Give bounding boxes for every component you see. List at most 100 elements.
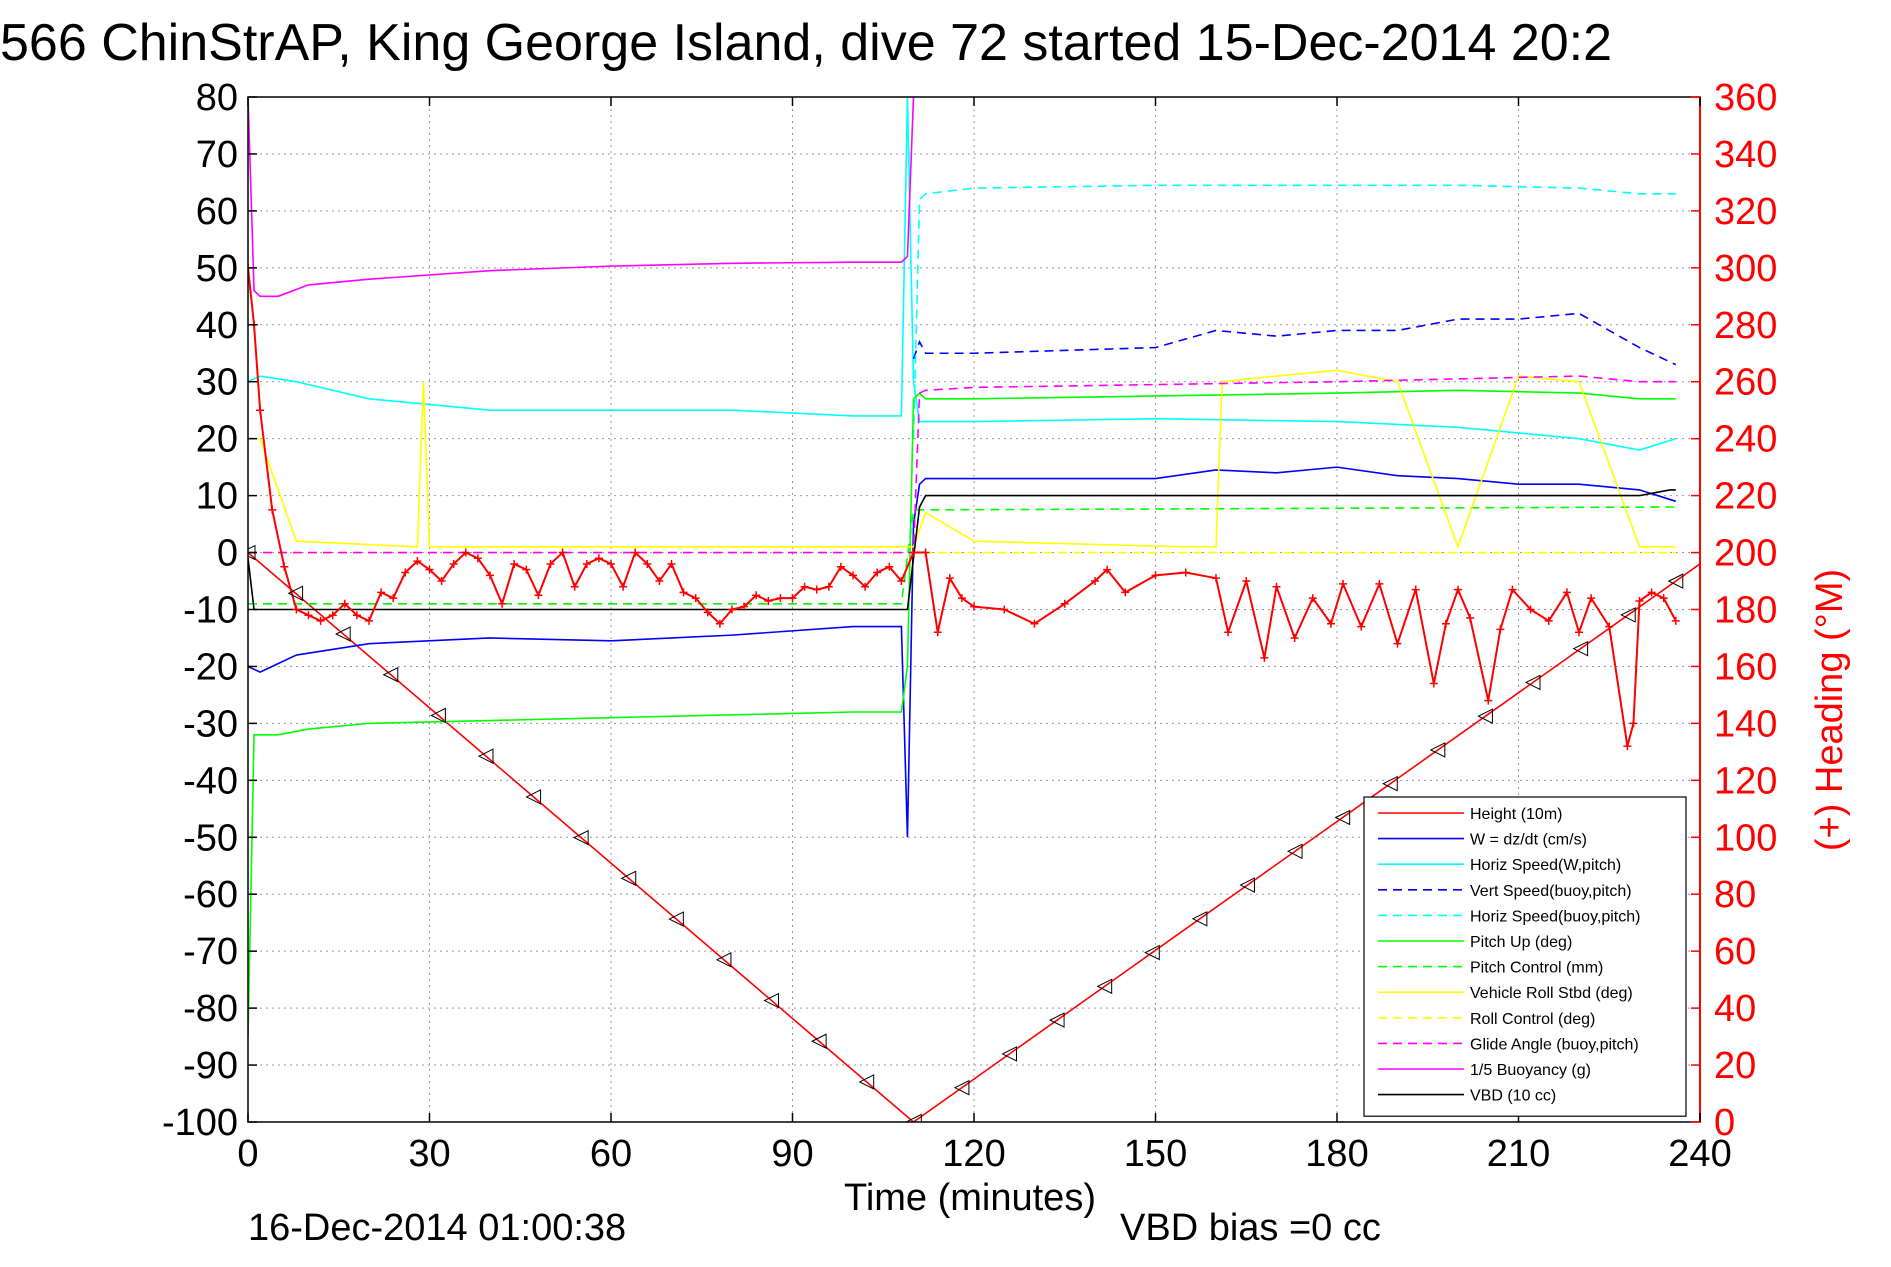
y-left-tick-label: -40 <box>183 760 238 802</box>
y-right-tick-label: 60 <box>1714 931 1756 973</box>
y-left-tick-label: 60 <box>196 191 238 233</box>
legend-label: VBD (10 cc) <box>1470 1088 1556 1105</box>
height-sample-marker <box>1096 978 1113 995</box>
x-tick-label: 210 <box>1487 1133 1550 1175</box>
height-sample-marker <box>1286 843 1303 860</box>
y-right-tick-label: 40 <box>1714 988 1756 1030</box>
series-height-10m <box>248 551 1700 1122</box>
series-vbd-10-cc <box>248 489 1676 611</box>
right-axis-label: (+) Heading (°M) <box>1809 569 1851 851</box>
height-sample-marker <box>382 666 399 683</box>
y-right-tick-label: 120 <box>1714 760 1777 802</box>
y-right-tick-label: 180 <box>1714 590 1777 632</box>
height-sample-marker <box>1477 708 1493 725</box>
legend-label: Vert Speed(buoy,pitch) <box>1470 883 1632 900</box>
x-tick-label: 150 <box>1124 1133 1187 1175</box>
series-vert-speed-buoy-pitch <box>912 312 1677 366</box>
height-sample-marker <box>763 992 780 1009</box>
height-sample-marker <box>715 951 732 968</box>
y-right-tick-label: 260 <box>1714 362 1777 404</box>
height-sample-marker <box>1667 573 1684 589</box>
y-left-tick-label: 20 <box>196 419 238 461</box>
y-right-tick-label: 220 <box>1714 476 1777 518</box>
height-sample-marker <box>525 789 542 805</box>
y-left-tick-label: -100 <box>162 1102 238 1144</box>
chart-title: 566 ChinStrAP, King George Island, dive … <box>0 14 1612 72</box>
legend-label: Pitch Up (deg) <box>1470 934 1572 951</box>
height-sample-markers <box>248 544 1684 1122</box>
y-right-tick-label: 200 <box>1714 533 1777 575</box>
y-left-tick-label: -10 <box>183 590 238 632</box>
height-sample-marker <box>477 748 494 764</box>
y-left-tick-label: -20 <box>183 646 238 688</box>
height-sample-marker <box>573 829 589 846</box>
height-sample-marker <box>1144 944 1160 961</box>
series-horiz-speed-w-pitch <box>248 97 1677 451</box>
axes: 0 30 60 90 120 150 180 210 24080706050403020100-… <box>162 77 1777 1175</box>
y-left-tick-label: 10 <box>196 476 238 518</box>
legend-label: Horiz Speed(buoy,pitch) <box>1470 908 1640 925</box>
x-tick-label: 180 <box>1305 1133 1368 1175</box>
height-sample-marker <box>1429 742 1446 758</box>
y-right-tick-label: 0 <box>1714 1102 1735 1144</box>
series-pitch-control-mm <box>248 506 1676 605</box>
y-left-tick-label: -90 <box>183 1045 238 1087</box>
y-right-tick-label: 360 <box>1714 77 1777 119</box>
y-left-tick-label: 80 <box>196 77 238 119</box>
legend-label: Height (10m) <box>1470 806 1562 823</box>
y-right-tick-label: 80 <box>1714 874 1756 916</box>
series-vehicle-roll-stbd-deg <box>248 369 1676 550</box>
y-left-tick-label: -70 <box>183 931 238 973</box>
height-sample-marker <box>811 1033 827 1050</box>
height-sample-marker <box>858 1074 875 1090</box>
legend: Height (10m) W = dz/dt (cm/s) Horiz Speed(… <box>1363 796 1687 1117</box>
y-right-tick-label: 140 <box>1714 703 1777 745</box>
y-right-tick-label: 160 <box>1714 646 1777 688</box>
height-sample-marker <box>1620 607 1636 623</box>
y-left-tick-label: 50 <box>196 248 238 290</box>
legend-label: Roll Control (deg) <box>1470 1011 1595 1028</box>
height-sample-marker <box>953 1079 970 1096</box>
footer-timestamp: 16-Dec-2014 01:00:38 <box>248 1207 626 1249</box>
height-sample-marker <box>335 626 351 642</box>
series-horiz-speed-buoy-pitch <box>912 184 1676 439</box>
height-sample-marker <box>668 911 684 927</box>
y-right-tick-label: 300 <box>1714 248 1777 290</box>
y-right-tick-label: 340 <box>1714 134 1777 176</box>
height-sample-marker <box>287 585 304 602</box>
heading-trace <box>248 267 1677 747</box>
x-axis-label: Time (minutes) <box>844 1177 1096 1219</box>
series-glide-angle-buoy-pitch <box>248 375 1676 554</box>
y-left-tick-label: -80 <box>183 988 238 1030</box>
y-right-tick-label: 20 <box>1714 1045 1756 1087</box>
legend-label: Glide Angle (buoy,pitch) <box>1470 1036 1639 1053</box>
x-tick-label: 90 <box>771 1133 813 1175</box>
series-1-5-buoyancy-g <box>248 97 915 298</box>
x-tick-label: 30 <box>408 1133 450 1175</box>
series-pitch-up-deg <box>248 389 1676 1037</box>
height-sample-marker <box>1239 877 1255 893</box>
y-right-tick-label: 280 <box>1714 305 1777 347</box>
height-sample-marker <box>1048 1012 1065 1028</box>
y-left-tick-label: 40 <box>196 305 238 347</box>
y-left-tick-label: -60 <box>183 874 238 916</box>
y-left-tick-label: -50 <box>183 817 238 859</box>
legend-label: Vehicle Roll Stbd (deg) <box>1470 985 1633 1002</box>
y-right-tick-label: 100 <box>1714 817 1777 859</box>
legend-label: Pitch Control (mm) <box>1470 960 1603 977</box>
x-tick-label: 60 <box>590 1133 632 1175</box>
height-sample-marker <box>1191 911 1208 927</box>
y-left-tick-label: 30 <box>196 362 238 404</box>
footer-vbd-bias: VBD bias =0 cc <box>1120 1207 1381 1249</box>
height-sample-marker <box>620 870 637 887</box>
series-heading <box>248 263 1680 751</box>
height-sample-marker <box>430 707 446 724</box>
height-sample-marker <box>1001 1046 1017 1062</box>
legend-box <box>1363 796 1687 1117</box>
height-sample-marker <box>1524 674 1541 691</box>
x-tick-label: 0 <box>237 1133 258 1175</box>
series-w-dz-dt-cm-s <box>248 466 1677 838</box>
height-sample-marker <box>1382 775 1398 792</box>
grid-lines <box>247 96 1701 1123</box>
